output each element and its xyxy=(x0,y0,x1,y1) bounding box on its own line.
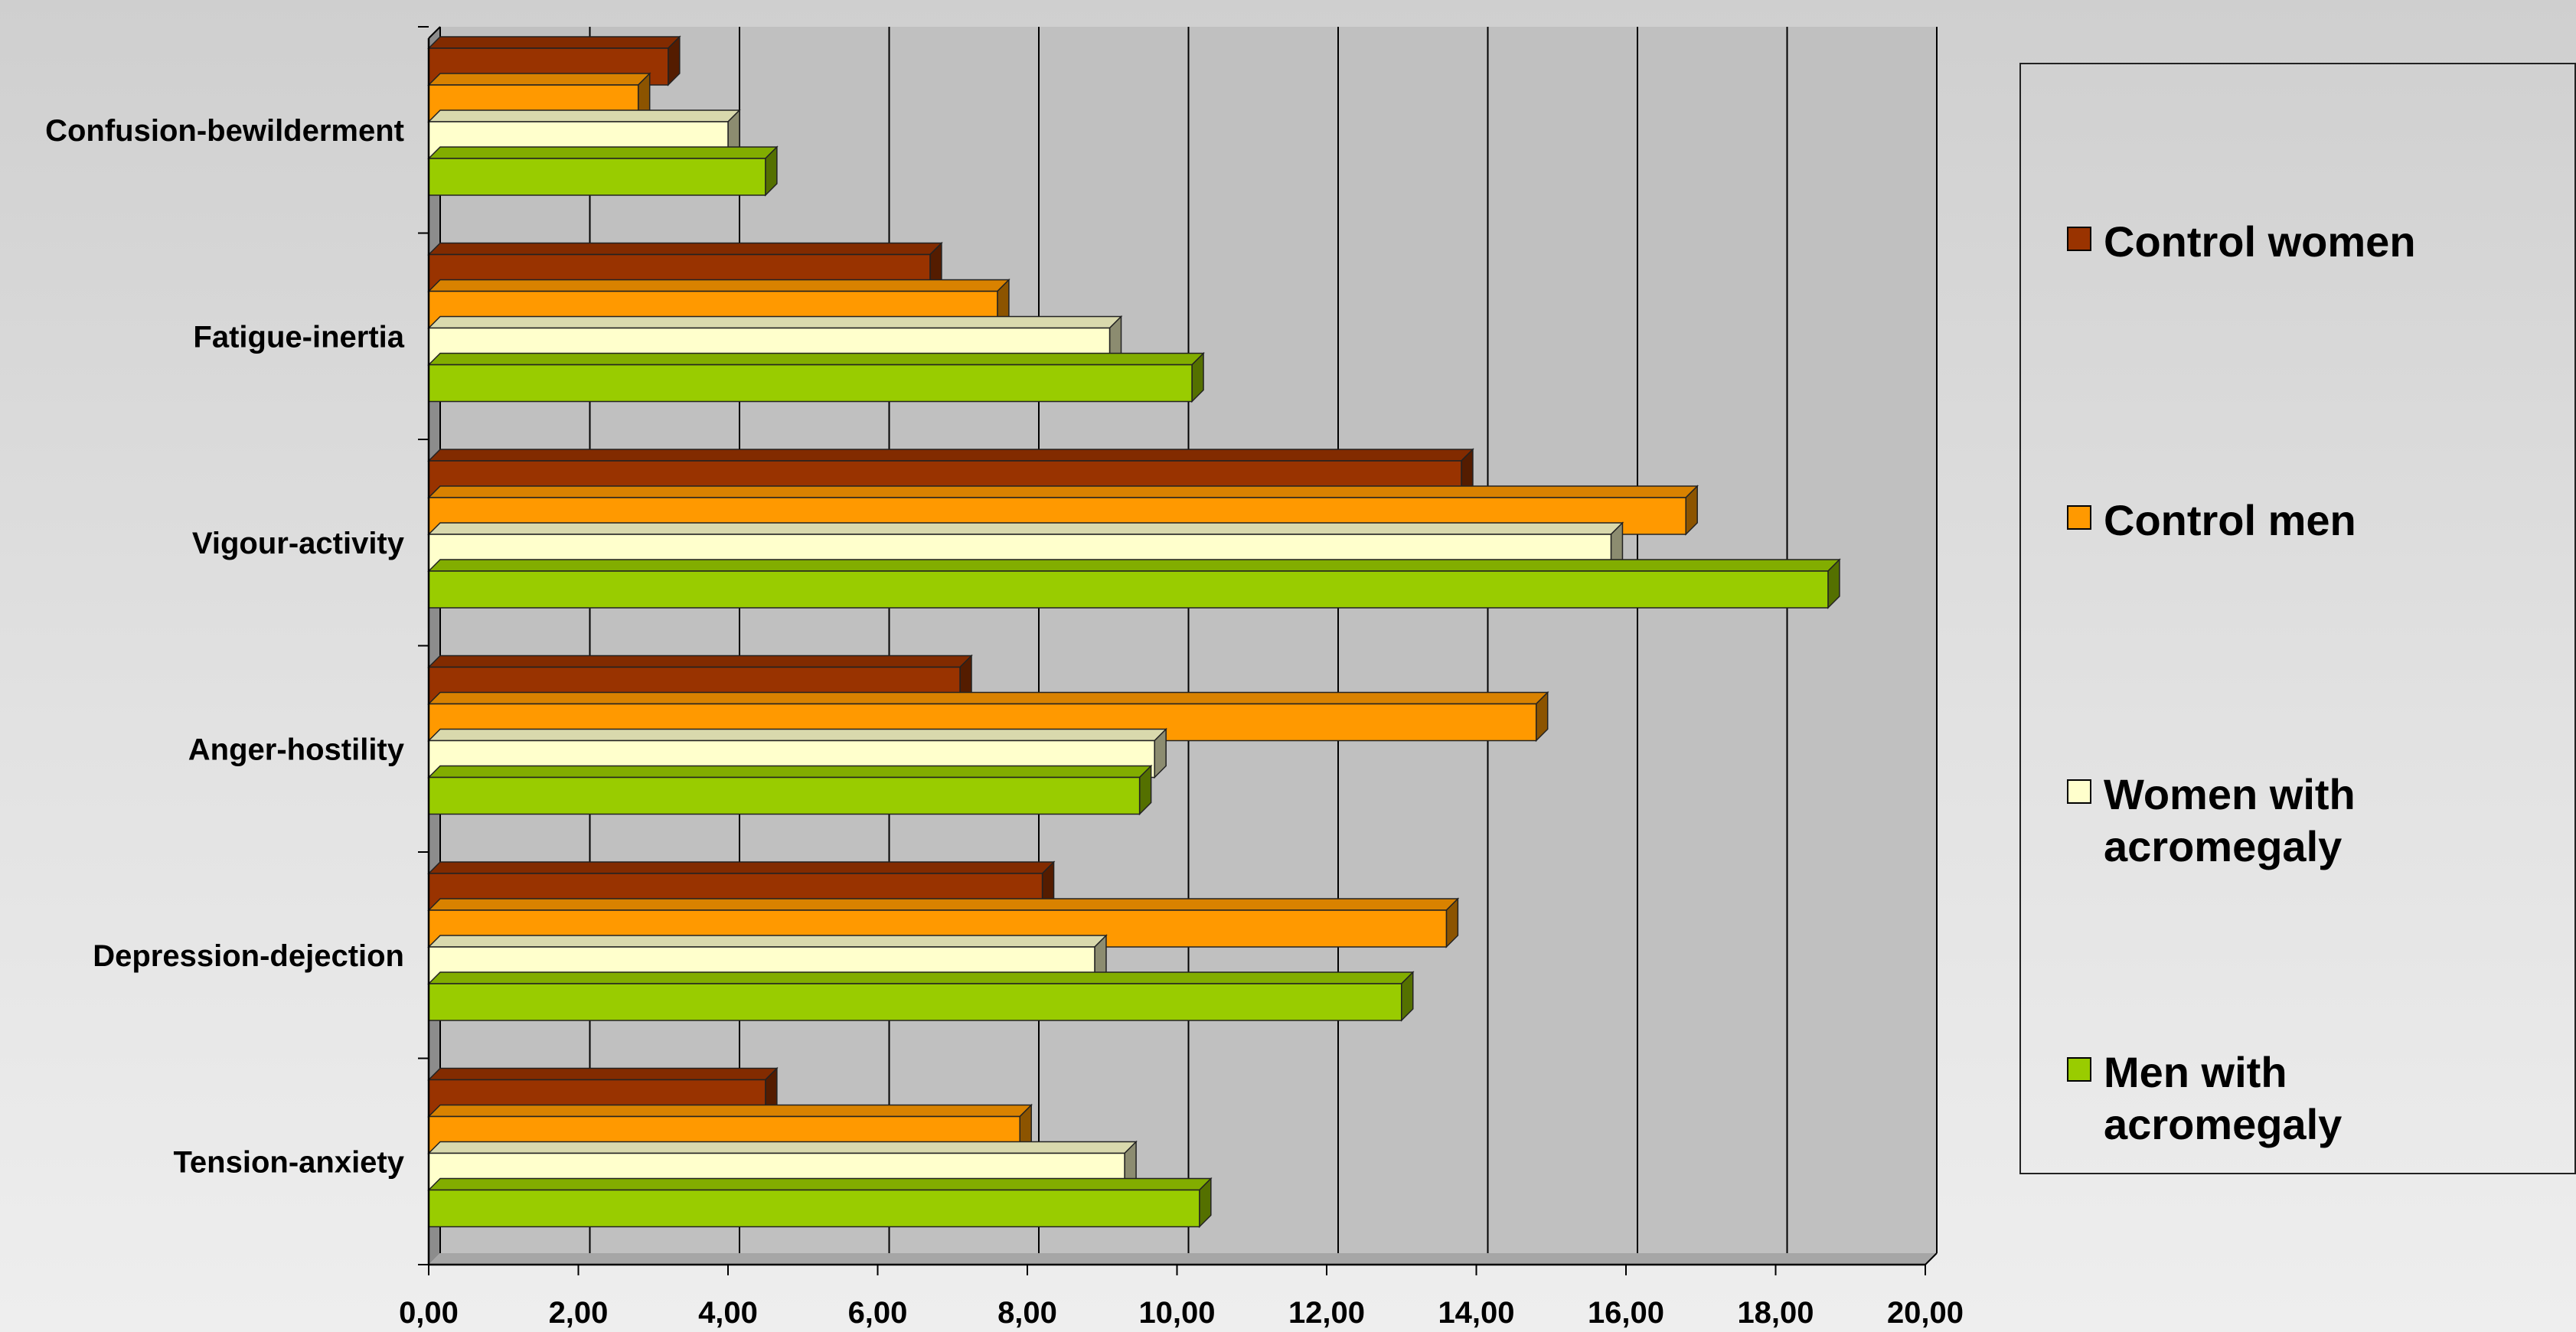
category-label-anger-hostility: Anger-hostility xyxy=(188,733,405,766)
legend-swatch xyxy=(2067,1057,2091,1082)
x-tick-label: 12,00 xyxy=(1288,1296,1365,1330)
legend-label: Women with acromegaly xyxy=(2104,770,2356,870)
legend-label: Men with acromegaly xyxy=(2104,1048,2343,1148)
legend-item-women-with-acromegaly: Women with acromegaly xyxy=(2067,769,2532,873)
category-label-confusion-bewilderment: Confusion-bewilderment xyxy=(45,114,404,148)
gridlines xyxy=(439,27,1938,1253)
category-label-fatigue-inertia: Fatigue-inertia xyxy=(193,320,404,354)
bar-anger-hostility-men-with-acromegaly xyxy=(427,764,1153,816)
x-tick-label: 8,00 xyxy=(997,1296,1057,1330)
bars xyxy=(427,35,1841,1229)
legend-swatch xyxy=(2067,227,2091,251)
bar-vigour-activity-men-with-acromegaly xyxy=(427,558,1841,609)
legend: Control women Control men Women with acr… xyxy=(2019,63,2576,1174)
legend-item-control-men: Control men xyxy=(2067,495,2532,547)
bar-tension-anxiety-men-with-acromegaly xyxy=(427,1177,1213,1229)
y-axis-top xyxy=(428,26,441,39)
category-label-vigour-activity: Vigour-activity xyxy=(192,527,405,560)
bar-confusion-bewilderment-men-with-acromegaly xyxy=(427,145,779,197)
legend-label: Control men xyxy=(2104,496,2356,544)
x-tick-label: 20,00 xyxy=(1887,1296,1964,1330)
legend-swatch xyxy=(2067,779,2091,804)
x-tick-label: 2,00 xyxy=(549,1296,609,1330)
x-tick-label: 14,00 xyxy=(1438,1296,1514,1330)
axes xyxy=(418,26,1938,1275)
bar-depression-dejection-men-with-acromegaly xyxy=(427,971,1415,1022)
x-axis-end xyxy=(1925,1252,1938,1265)
category-label-tension-anxiety: Tension-anxiety xyxy=(173,1145,404,1179)
legend-item-control-women: Control women xyxy=(2067,216,2532,268)
x-tick-label: 0,00 xyxy=(399,1296,459,1330)
legend-item-men-with-acromegaly: Men with acromegaly xyxy=(2067,1046,2532,1151)
category-label-depression-dejection: Depression-dejection xyxy=(93,939,404,973)
x-tick-label: 4,00 xyxy=(698,1296,758,1330)
legend-swatch xyxy=(2067,505,2091,530)
x-tick-label: 6,00 xyxy=(848,1296,908,1330)
plot-floor xyxy=(429,1253,1937,1265)
bar-fatigue-inertia-men-with-acromegaly xyxy=(427,351,1205,403)
x-tick-label: 18,00 xyxy=(1737,1296,1814,1330)
x-tick-label: 10,00 xyxy=(1138,1296,1215,1330)
legend-label: Control women xyxy=(2104,217,2416,266)
x-tick-label: 16,00 xyxy=(1588,1296,1664,1330)
axis-labels: Tension-anxiety Depression-dejection Anger… xyxy=(45,114,1964,1330)
